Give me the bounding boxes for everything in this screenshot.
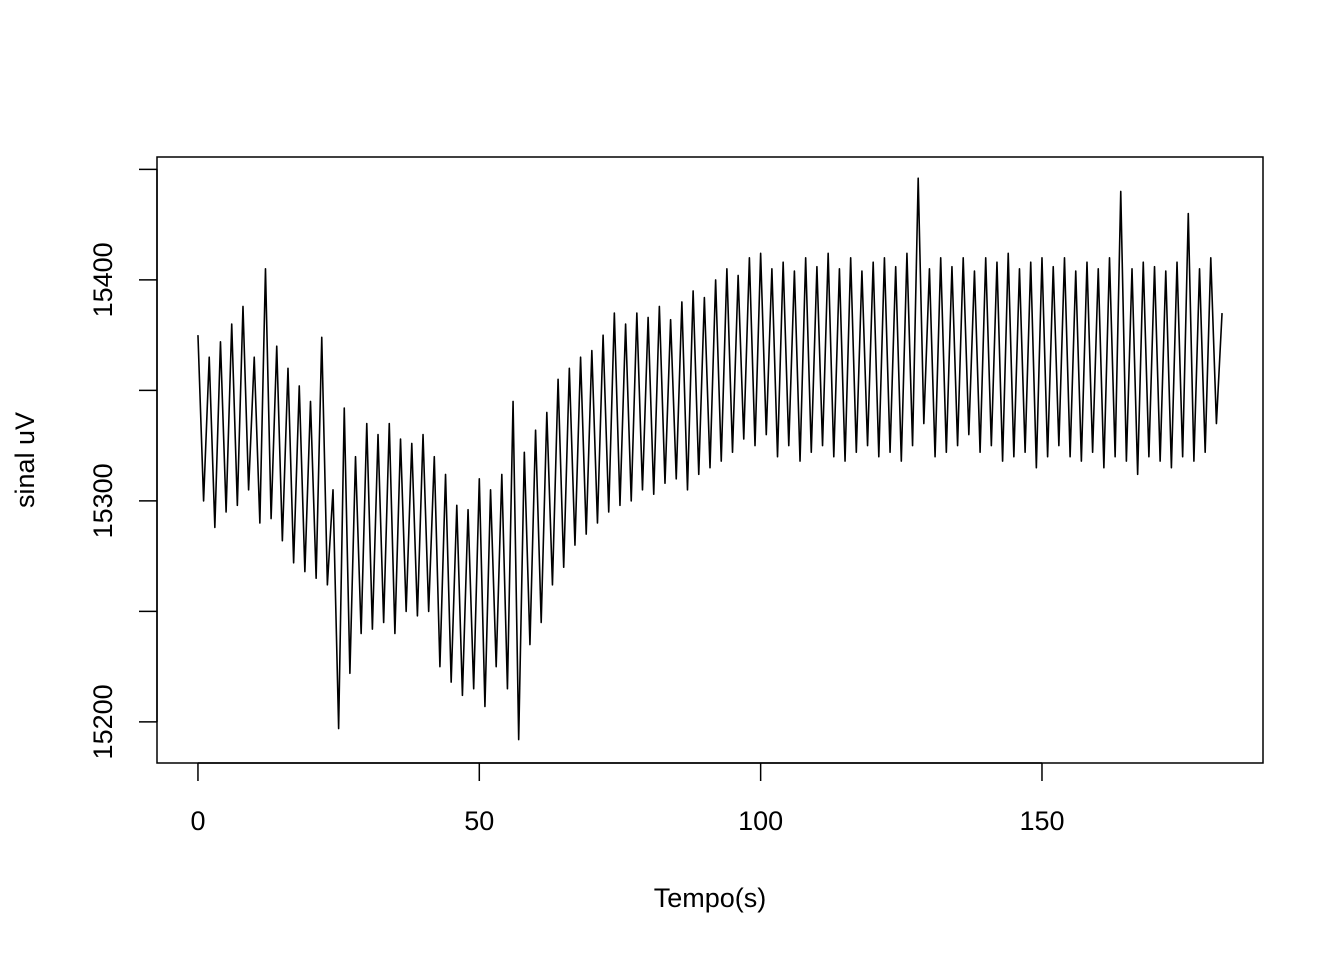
x-tick-label: 0 xyxy=(190,806,205,836)
x-tick-label: 100 xyxy=(738,806,783,836)
x-axis-label: Tempo(s) xyxy=(654,883,767,913)
signal-line xyxy=(197,177,1223,741)
x-tick-label: 150 xyxy=(1019,806,1064,836)
y-tick-label: 15300 xyxy=(88,463,118,538)
x-tick-label: 50 xyxy=(464,806,494,836)
y-tick-label: 15400 xyxy=(88,242,118,317)
y-axis-label: sinal uV xyxy=(10,412,40,508)
y-tick-label: 15200 xyxy=(88,684,118,759)
